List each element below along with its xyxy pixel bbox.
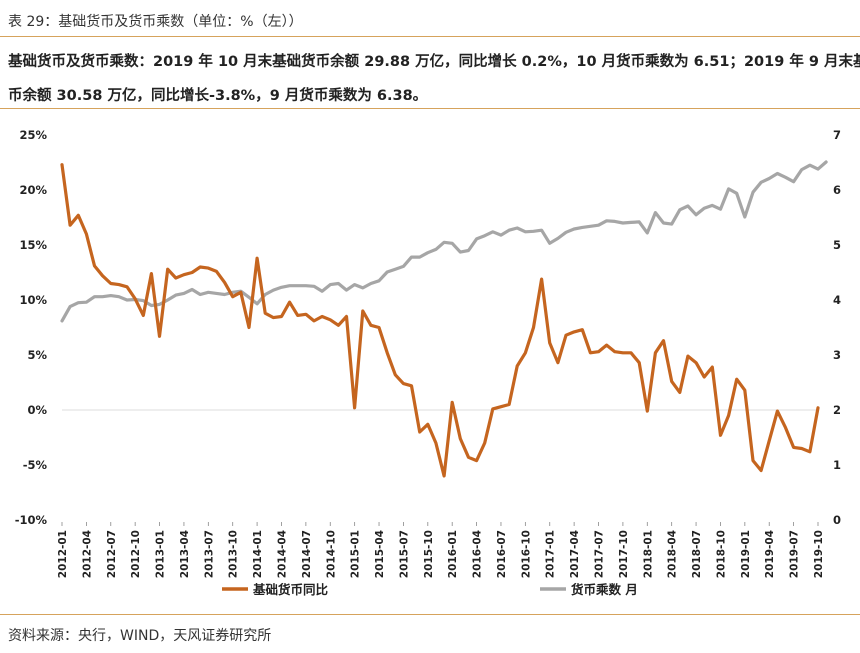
x-tick-label: 2015-01 (350, 530, 362, 578)
money-multiplier-line (60, 160, 828, 323)
y-right-tick-label: 2 (833, 403, 841, 417)
summary-line-2: 币余额 30.58 万亿，同比增长-3.8%，9 月货币乘数为 6.38。 (8, 88, 428, 104)
y-right-tick-label: 0 (833, 513, 841, 527)
x-tick-label: 2014-04 (276, 530, 288, 578)
y-right-tick-label: 1 (833, 458, 841, 472)
y-right-tick-label: 3 (833, 348, 841, 362)
x-tick-label: 2013-07 (203, 530, 215, 578)
x-tick-label: 2017-04 (569, 530, 581, 578)
x-tick-label: 2017-07 (594, 530, 606, 578)
summary-line-1: 基础货币及货币乘数：2019 年 10 月末基础货币余额 29.88 万亿，同比… (8, 54, 860, 70)
x-tick-label: 2016-01 (447, 530, 459, 578)
y-left-tick-label: -10% (15, 513, 48, 527)
x-tick-label: 2012-07 (106, 530, 118, 578)
x-tick-label: 2018-10 (715, 530, 727, 578)
x-tick-label: 2018-04 (667, 530, 679, 578)
x-tick-label: 2019-04 (764, 530, 776, 578)
x-tick-label: 2014-01 (252, 530, 264, 578)
y-left-tick-label: 15% (19, 238, 47, 252)
x-tick-label: 2019-07 (789, 530, 801, 578)
x-tick-label: 2017-10 (618, 530, 630, 578)
x-tick-label: 2016-10 (520, 530, 532, 578)
title-rule (0, 36, 860, 37)
y-right-tick-label: 6 (833, 183, 841, 197)
x-tick-label: 2019-01 (740, 530, 752, 578)
y-right-tick-label: 5 (833, 238, 841, 252)
x-tick-label: 2013-01 (155, 530, 167, 578)
y-right-tick-label: 4 (833, 293, 841, 307)
y-left-tick-label: -5% (23, 458, 48, 472)
summary-rule (0, 108, 860, 109)
base-money-multiplier-chart: 25% 20% 15% 10% 5% 0% -5% -10% 7 6 5 4 3 2 1 0 2012-01 20… (15, 128, 841, 597)
x-tick-label: 2015-07 (398, 530, 410, 578)
x-tick-label: 2012-10 (130, 530, 142, 578)
legend-multiplier: 货币乘数 月 (540, 582, 638, 597)
legend-base-money: 基础货币同比 (222, 582, 329, 597)
x-tick-label: 2016-04 (472, 530, 484, 578)
x-tick-label: 2012-04 (81, 530, 93, 578)
x-tick-label: 2013-04 (179, 530, 191, 578)
y-left-tick-label: 25% (19, 128, 47, 142)
x-tick-label: 2019-10 (813, 530, 825, 578)
legend-label: 基础货币同比 (252, 582, 329, 597)
x-tick-label: 2014-07 (301, 530, 313, 578)
x-tick-label: 2015-04 (374, 530, 386, 578)
source-note: 资料来源：央行，WIND，天风证券研究所 (8, 628, 272, 644)
y-left-tick-label: 0% (27, 403, 47, 417)
x-tick-label: 2012-01 (57, 530, 69, 578)
x-tick-label: 2013-10 (228, 530, 240, 578)
footer-rule (0, 614, 860, 615)
x-tick-label: 2015-10 (423, 530, 435, 578)
y-left-tick-label: 10% (19, 293, 47, 307)
y-right-tick-label: 7 (833, 128, 841, 142)
y-left-tick-label: 20% (19, 183, 47, 197)
x-tick-label: 2017-01 (545, 530, 557, 578)
x-tick-label: 2018-01 (642, 530, 654, 578)
x-tick-label: 2016-07 (496, 530, 508, 578)
figure-title: 表 29：基础货币及货币乘数（单位：%（左）） (8, 14, 303, 30)
y-left-tick-label: 5% (27, 348, 47, 362)
legend-label: 货币乘数 月 (571, 582, 638, 597)
base-money-yoy-line (60, 163, 820, 478)
x-tick-label: 2018-07 (691, 530, 703, 578)
x-tick-label: 2014-10 (325, 530, 337, 578)
summary-text: 基础货币及货币乘数：2019 年 10 月末基础货币余额 29.88 万亿，同比… (8, 45, 860, 113)
